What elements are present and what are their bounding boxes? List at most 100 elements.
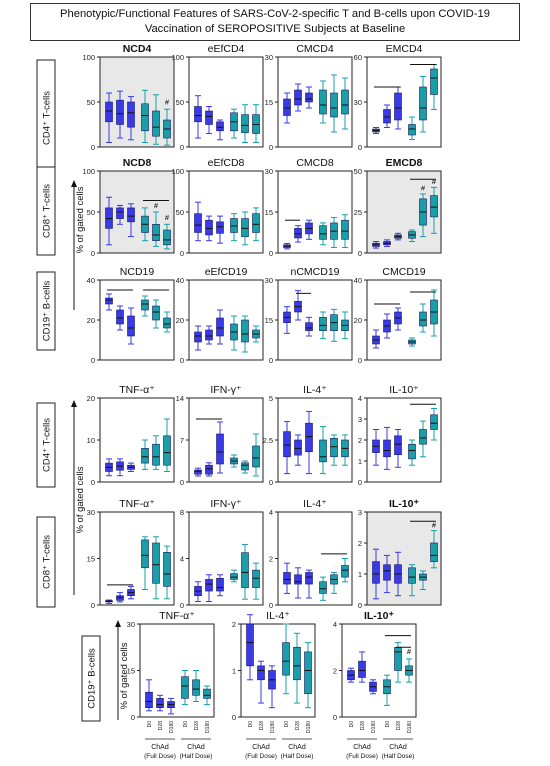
box-1 (294, 83, 302, 112)
box-iqr (293, 646, 301, 681)
box-iqr (257, 665, 265, 681)
box-3 (319, 80, 327, 124)
box-4 (419, 76, 427, 133)
box-iqr (383, 564, 391, 581)
panel-frame (188, 56, 264, 148)
box-iqr (372, 561, 380, 584)
y-axis-label: % of gated cells (119, 642, 130, 709)
box-2 (127, 96, 135, 141)
y-tick-label: 20 (176, 316, 184, 325)
box-0 (283, 306, 291, 334)
panel-11: CMCD19 0 20 40 (354, 266, 442, 365)
group-label: CD8⁺ T-cells (42, 535, 53, 589)
box-iqr (127, 101, 135, 128)
y-tick-label: 0 (232, 713, 236, 722)
box-2 (305, 86, 313, 109)
box-iqr (116, 309, 124, 325)
box-iqr (383, 109, 391, 124)
box-iqr (163, 435, 171, 466)
panel-3: EMCD4 0 30 60 (354, 43, 442, 152)
box-iqr (430, 542, 438, 562)
x-group-sublabel: (Half Dose) (382, 753, 415, 760)
box-2 (394, 86, 402, 130)
box-1 (383, 554, 391, 594)
x-tick-label: D28 (396, 721, 402, 730)
box-iqr (330, 92, 338, 118)
box-1 (205, 215, 213, 242)
y-tick-label: 0 (180, 143, 184, 152)
x-tick-label: D180 (205, 721, 211, 733)
box-5 (163, 108, 171, 146)
y-tick-label: 1 (358, 570, 362, 579)
box-iqr (305, 422, 313, 453)
box-4 (152, 94, 160, 145)
group-label: CD4⁺ T-cells (42, 91, 53, 145)
box-iqr (105, 297, 113, 305)
y-tick-label: 50 (87, 208, 95, 217)
panel-22: IL-10⁺ 0 2 4 # (333, 610, 417, 722)
box-iqr (252, 213, 260, 233)
box-iqr (205, 579, 213, 592)
box-iqr (241, 319, 249, 343)
y-tick-label: 0 (333, 713, 337, 722)
box-0 (372, 127, 380, 134)
box-5 (163, 311, 171, 333)
y-tick-label: 100 (171, 167, 184, 176)
y-tick-label: 30 (265, 276, 273, 285)
y-tick-label: 5 (269, 394, 273, 403)
box-3 (230, 108, 238, 139)
box-4 (330, 216, 338, 249)
group-label: CD19⁺ B-cells (42, 281, 53, 342)
y-tick-label: 8 (180, 508, 184, 517)
box-iqr (216, 577, 224, 592)
panel-title: IL-4⁺ (303, 498, 327, 510)
group-label: CD8⁺ T-cells (42, 184, 53, 238)
group-label-box (36, 166, 56, 256)
box-iqr (141, 299, 149, 311)
y-axis-lower: % of gated cells (115, 620, 130, 720)
box-iqr (358, 660, 366, 678)
box-0 (105, 92, 113, 143)
x-tick-label: D0 (284, 721, 290, 728)
box-iqr (305, 322, 313, 331)
y-tick-label: 4 (333, 620, 337, 629)
y-tick-label: 100 (82, 53, 95, 62)
group-label-box (36, 402, 56, 488)
y-tick-label: 3 (358, 508, 362, 517)
box-2 (305, 219, 313, 240)
box-1 (205, 325, 213, 345)
group-label-box (36, 271, 56, 351)
box-1 (205, 574, 213, 603)
y-tick-label: 0 (180, 478, 184, 487)
y-axis-upper: % of gated cells (71, 180, 86, 310)
box-iqr (319, 225, 327, 240)
panel-16: TNF-α⁺ 0 15 30 (87, 498, 175, 610)
box-iqr (419, 429, 427, 445)
box-4 (241, 315, 249, 353)
x-tick-label: D28 (360, 721, 366, 730)
box-1 (116, 592, 124, 603)
box-3 (141, 89, 149, 143)
box-2 (394, 307, 402, 331)
panel-title: CMCD8 (296, 157, 333, 169)
panel-title: TNF-α⁺ (159, 610, 195, 622)
box-3 (230, 569, 238, 583)
box-iqr (294, 439, 302, 456)
group-label-5: CD19⁺ B-cells (81, 635, 101, 722)
x-tick-label: D180 (371, 721, 377, 733)
y-tick-label: 60 (354, 53, 362, 62)
panel-15: IL-10⁺ 0 1 2 3 4 (358, 384, 442, 487)
box-2 (305, 316, 313, 337)
x-axis-1: D0 D28 D180 D0 D28 D180 ChAd (Full Dose) ChAd (Ha… (245, 721, 313, 760)
panel-10: nCMCD19 0 15 30 (265, 266, 353, 365)
y-tick-label: 10 (87, 436, 95, 445)
y-tick-label: 0 (91, 601, 95, 610)
y-tick-label: 50 (354, 167, 362, 176)
x-group-sublabel: (Full Dose) (245, 753, 277, 760)
box-5 (430, 186, 438, 234)
box-1 (116, 90, 124, 139)
box-5 (341, 77, 349, 130)
box-5 (252, 433, 260, 477)
x-tick-label: D28 (259, 721, 265, 730)
panel-12: TNF-α⁺ 0 10 20 (87, 384, 175, 487)
